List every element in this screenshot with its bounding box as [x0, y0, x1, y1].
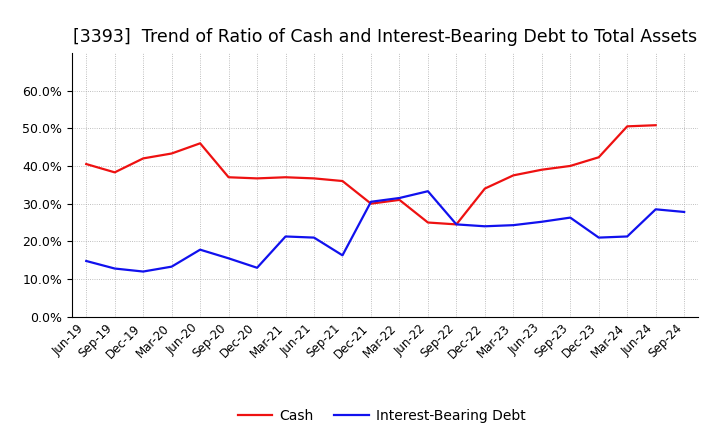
Cash	[225, 175, 233, 180]
Line: Cash: Cash	[86, 125, 656, 224]
Interest-Bearing Debt	[366, 199, 375, 205]
Interest-Bearing Debt	[595, 235, 603, 240]
Cash	[395, 197, 404, 202]
Interest-Bearing Debt	[196, 247, 204, 252]
Interest-Bearing Debt	[423, 189, 432, 194]
Cash	[310, 176, 318, 181]
Interest-Bearing Debt	[452, 222, 461, 227]
Interest-Bearing Debt	[623, 234, 631, 239]
Cash	[167, 151, 176, 156]
Interest-Bearing Debt	[566, 215, 575, 220]
Cash	[452, 222, 461, 227]
Cash	[509, 173, 518, 178]
Interest-Bearing Debt	[509, 223, 518, 228]
Cash	[566, 163, 575, 169]
Interest-Bearing Debt	[139, 269, 148, 274]
Interest-Bearing Debt	[652, 207, 660, 212]
Interest-Bearing Debt	[537, 219, 546, 224]
Interest-Bearing Debt	[395, 195, 404, 201]
Cash	[253, 176, 261, 181]
Cash	[423, 220, 432, 225]
Interest-Bearing Debt	[82, 258, 91, 264]
Interest-Bearing Debt	[282, 234, 290, 239]
Cash	[282, 175, 290, 180]
Interest-Bearing Debt	[338, 253, 347, 258]
Line: Interest-Bearing Debt: Interest-Bearing Debt	[86, 191, 684, 271]
Cash	[623, 124, 631, 129]
Interest-Bearing Debt	[167, 264, 176, 269]
Legend: Cash, Interest-Bearing Debt: Cash, Interest-Bearing Debt	[232, 403, 531, 429]
Interest-Bearing Debt	[225, 256, 233, 261]
Interest-Bearing Debt	[110, 266, 119, 271]
Cash	[338, 178, 347, 183]
Cash	[196, 141, 204, 146]
Cash	[139, 156, 148, 161]
Cash	[595, 154, 603, 160]
Cash	[480, 186, 489, 191]
Title: [3393]  Trend of Ratio of Cash and Interest-Bearing Debt to Total Assets: [3393] Trend of Ratio of Cash and Intere…	[73, 28, 697, 46]
Interest-Bearing Debt	[480, 224, 489, 229]
Cash	[82, 161, 91, 167]
Interest-Bearing Debt	[310, 235, 318, 240]
Cash	[652, 123, 660, 128]
Cash	[110, 170, 119, 175]
Cash	[366, 201, 375, 206]
Cash	[537, 167, 546, 172]
Interest-Bearing Debt	[253, 265, 261, 271]
Interest-Bearing Debt	[680, 209, 688, 215]
